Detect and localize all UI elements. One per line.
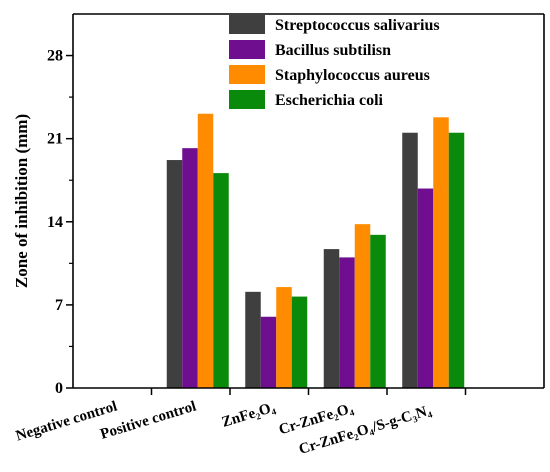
y-tick-label: 14 <box>47 214 63 231</box>
category-label: ZnFe₂O₄ <box>220 399 278 430</box>
x-ticks <box>150 388 467 395</box>
bar-3-1 <box>245 291 261 388</box>
legend-swatch <box>229 40 265 59</box>
bars-layer <box>166 113 465 389</box>
bar-3-3 <box>276 287 292 388</box>
bar-5-2 <box>417 188 434 388</box>
bar-4-1 <box>323 249 340 388</box>
bar-2-4 <box>213 173 229 388</box>
y-axis-title: Zone of inhibition (mm) <box>12 114 31 288</box>
y-tick-label: 21 <box>47 131 63 148</box>
bar-5-3 <box>433 117 449 389</box>
y-ticks: 0 7 14 21 28 <box>47 48 73 397</box>
legend-label: Staphylococcus aureus <box>275 67 430 84</box>
bar-3-2 <box>260 316 277 388</box>
bar-2-3 <box>197 113 214 388</box>
y-tick-label: 7 <box>55 297 63 314</box>
bar-4-3 <box>354 224 371 388</box>
y-tick-label: 28 <box>47 48 63 65</box>
bar-4-4 <box>370 234 386 388</box>
legend-label: Streptococcus salivarius <box>275 17 440 34</box>
legend-swatch <box>229 90 265 109</box>
bar-5-4 <box>448 132 465 388</box>
y-tick-label: 0 <box>55 380 63 397</box>
bar-2-1 <box>166 160 183 388</box>
legend: Streptococcus salivarius Bacillus subtili… <box>229 15 440 109</box>
legend-label: Bacillus subtilisn <box>275 42 391 59</box>
legend-swatch <box>229 65 265 84</box>
legend-label: Escherichia coli <box>275 92 384 109</box>
bar-2-2 <box>182 148 198 388</box>
bar-4-2 <box>339 257 355 388</box>
bar-5-1 <box>402 132 418 388</box>
bar-3-4 <box>291 296 308 388</box>
legend-swatch <box>229 15 265 34</box>
